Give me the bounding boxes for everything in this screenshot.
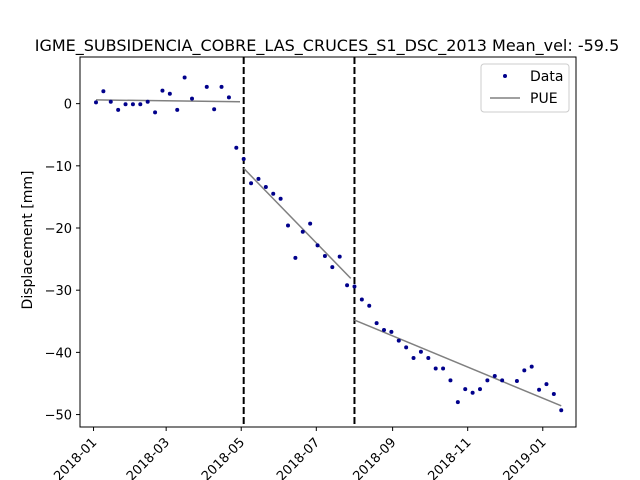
data-point (522, 368, 527, 373)
data-point (160, 88, 165, 93)
data-point (359, 297, 364, 302)
data-point (544, 382, 549, 387)
data-point (382, 327, 386, 332)
data-point (529, 364, 534, 369)
data-point (226, 95, 231, 100)
data-point (145, 99, 150, 104)
y-tick-label: −10 (45, 160, 72, 175)
data-point (190, 96, 194, 101)
x-tick-label: 2018-05 (199, 435, 248, 480)
data-point (212, 107, 217, 112)
data-point (241, 156, 246, 161)
data-point (433, 366, 438, 371)
data-point (175, 107, 180, 112)
data-point (278, 196, 283, 201)
data-point (485, 378, 490, 383)
data-point (478, 387, 482, 392)
data-point (367, 303, 372, 308)
legend-data-label: Data (530, 69, 563, 85)
data-point (559, 408, 564, 413)
data-point (396, 338, 401, 343)
chart-title: IGME_SUBSIDENCIA_COBRE_LAS_CRUCES_S1_DSC… (35, 36, 620, 56)
data-point (330, 265, 335, 270)
data-point (271, 191, 276, 196)
y-tick-label: −30 (45, 284, 72, 299)
data-point (256, 176, 261, 181)
legend-pue-label: PUE (530, 91, 558, 107)
x-tick-label: 2018-07 (274, 435, 323, 480)
plot-area (94, 57, 564, 427)
data-point (116, 107, 121, 112)
legend: Data PUE (480, 63, 570, 113)
axes-frame (79, 56, 577, 428)
data-point (470, 390, 475, 395)
data-point (286, 223, 290, 228)
data-point (389, 329, 394, 334)
data-point (315, 243, 320, 248)
data-point (94, 100, 98, 105)
axes: 2018-01 2018-03 2018-05 2018-07 2018-09 2018-… (45, 98, 550, 480)
data-point (138, 102, 143, 107)
data-point (322, 253, 327, 258)
y-tick-label: −50 (45, 409, 72, 424)
y-tick-label: −40 (45, 346, 72, 361)
data-point (263, 184, 268, 189)
data-point (123, 102, 128, 107)
x-tick-label: 2018-11 (425, 435, 474, 480)
data-point (204, 84, 209, 89)
data-point (234, 145, 239, 150)
y-tick-label: −20 (45, 222, 72, 237)
data-point (337, 254, 342, 259)
data-point (167, 91, 172, 96)
pue-segment-3 (354, 319, 562, 407)
data-point (455, 400, 460, 405)
data-point (537, 387, 542, 392)
data-point (551, 392, 556, 397)
data-point (182, 75, 187, 80)
data-point (448, 378, 453, 383)
data-point (308, 221, 313, 226)
pue-segment-2 (243, 167, 352, 279)
data-point (249, 181, 254, 186)
data-point (374, 321, 379, 326)
data-point (300, 229, 305, 234)
y-axis-label: Displacement [mm] (20, 171, 36, 310)
x-tick-label: 2018-03 (124, 435, 173, 480)
data-point (426, 355, 431, 360)
data-point (404, 345, 409, 350)
pue-segment-1 (95, 99, 241, 103)
data-point (492, 374, 497, 379)
data-point (108, 99, 113, 104)
data-point (514, 378, 519, 383)
data-point (352, 284, 357, 289)
data-point (441, 366, 446, 371)
data-point (219, 84, 224, 89)
x-tick-label: 2019-01 (501, 435, 550, 480)
data-point (345, 283, 350, 288)
data-point (463, 387, 468, 392)
data-point (101, 89, 106, 94)
data-point (153, 110, 158, 115)
y-tick-label: 0 (64, 98, 72, 113)
x-tick-label: 2018-09 (350, 435, 399, 480)
data-point (411, 355, 416, 360)
data-point (418, 349, 423, 354)
legend-data-marker (503, 74, 507, 78)
data-point (130, 102, 135, 107)
x-tick-label: 2018-01 (51, 435, 100, 480)
data-point (293, 255, 298, 260)
data-point (500, 378, 505, 383)
